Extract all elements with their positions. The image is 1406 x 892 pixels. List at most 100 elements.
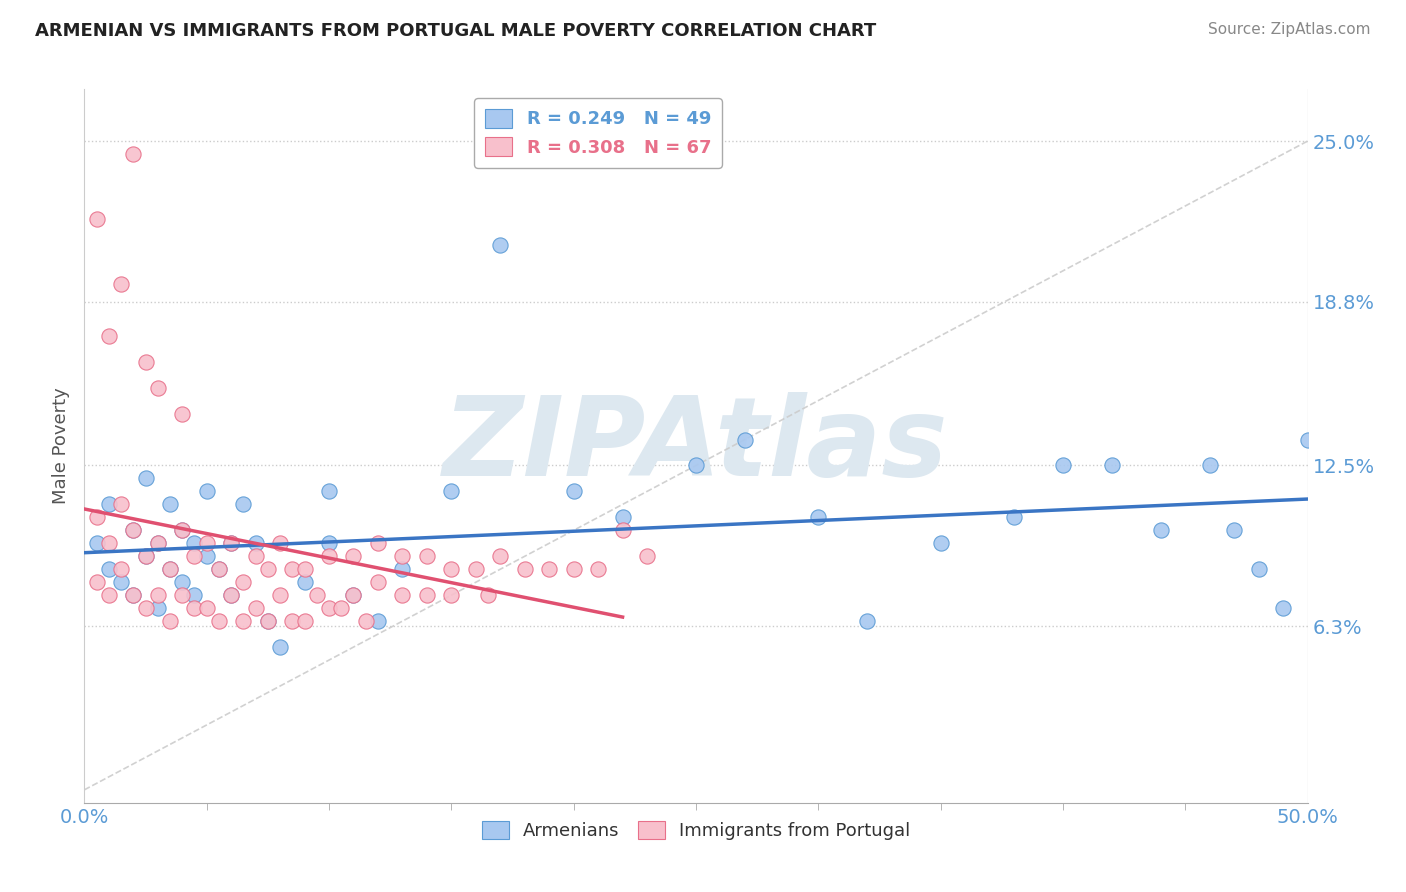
Point	[513, 562, 536, 576]
Point	[159, 497, 181, 511]
Point	[146, 588, 169, 602]
Point	[135, 354, 157, 368]
Point	[318, 484, 340, 499]
Y-axis label: Male Poverty: Male Poverty	[52, 388, 70, 504]
Point	[734, 433, 756, 447]
Point	[245, 536, 267, 550]
Point	[489, 549, 512, 564]
Point	[281, 614, 304, 628]
Point	[1296, 433, 1319, 447]
Text: Source: ZipAtlas.com: Source: ZipAtlas.com	[1208, 22, 1371, 37]
Point	[281, 562, 304, 576]
Point	[245, 601, 267, 615]
Point	[219, 588, 242, 602]
Point	[1247, 562, 1270, 576]
Point	[195, 549, 218, 564]
Point	[110, 497, 132, 511]
Text: ZIPAtlas: ZIPAtlas	[443, 392, 949, 500]
Point	[97, 497, 120, 511]
Point	[146, 601, 169, 615]
Point	[183, 536, 205, 550]
Point	[269, 588, 291, 602]
Point	[269, 536, 291, 550]
Point	[97, 328, 120, 343]
Point	[183, 588, 205, 602]
Point	[257, 614, 280, 628]
Point	[477, 588, 499, 602]
Point	[122, 524, 145, 538]
Point	[856, 614, 879, 628]
Point	[367, 536, 389, 550]
Point	[1198, 458, 1220, 473]
Point	[135, 549, 157, 564]
Point	[1101, 458, 1123, 473]
Point	[110, 277, 132, 291]
Point	[367, 575, 389, 590]
Legend: Armenians, Immigrants from Portugal: Armenians, Immigrants from Portugal	[474, 814, 918, 847]
Point	[110, 562, 132, 576]
Point	[208, 614, 231, 628]
Point	[294, 562, 316, 576]
Point	[122, 147, 145, 161]
Point	[122, 524, 145, 538]
Point	[440, 484, 463, 499]
Point	[269, 640, 291, 654]
Point	[440, 588, 463, 602]
Point	[86, 536, 108, 550]
Point	[929, 536, 952, 550]
Point	[86, 211, 108, 226]
Point	[97, 588, 120, 602]
Text: ARMENIAN VS IMMIGRANTS FROM PORTUGAL MALE POVERTY CORRELATION CHART: ARMENIAN VS IMMIGRANTS FROM PORTUGAL MAL…	[35, 22, 876, 40]
Point	[391, 549, 413, 564]
Point	[159, 562, 181, 576]
Point	[172, 524, 194, 538]
Point	[110, 575, 132, 590]
Point	[195, 601, 218, 615]
Point	[305, 588, 328, 602]
Point	[562, 484, 585, 499]
Point	[172, 588, 194, 602]
Point	[1002, 510, 1025, 524]
Point	[342, 588, 364, 602]
Point	[342, 549, 364, 564]
Point	[1052, 458, 1074, 473]
Point	[489, 238, 512, 252]
Point	[86, 575, 108, 590]
Point	[146, 381, 169, 395]
Point	[257, 562, 280, 576]
Point	[183, 601, 205, 615]
Point	[135, 601, 157, 615]
Point	[208, 562, 231, 576]
Point	[1223, 524, 1246, 538]
Point	[294, 575, 316, 590]
Point	[416, 549, 439, 564]
Point	[612, 524, 634, 538]
Point	[391, 588, 413, 602]
Point	[146, 536, 169, 550]
Point	[183, 549, 205, 564]
Point	[219, 536, 242, 550]
Point	[245, 549, 267, 564]
Point	[159, 562, 181, 576]
Point	[586, 562, 609, 576]
Point	[135, 549, 157, 564]
Point	[219, 588, 242, 602]
Point	[318, 549, 340, 564]
Point	[146, 536, 169, 550]
Point	[464, 562, 486, 576]
Point	[342, 588, 364, 602]
Point	[232, 575, 254, 590]
Point	[219, 536, 242, 550]
Point	[440, 562, 463, 576]
Point	[416, 588, 439, 602]
Point	[562, 562, 585, 576]
Point	[122, 588, 145, 602]
Point	[195, 484, 218, 499]
Point	[97, 536, 120, 550]
Point	[612, 510, 634, 524]
Point	[208, 562, 231, 576]
Point	[538, 562, 561, 576]
Point	[195, 536, 218, 550]
Point	[807, 510, 830, 524]
Point	[135, 471, 157, 485]
